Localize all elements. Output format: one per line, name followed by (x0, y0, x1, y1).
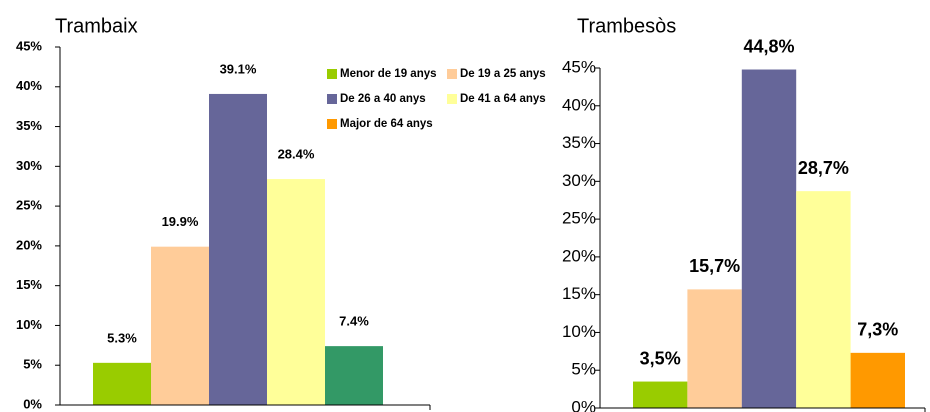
y-tick-label: 20% (16, 237, 42, 252)
y-tick-label: 45% (562, 57, 596, 76)
legend: Menor de 19 anys De 19 a 25 anys De 26 a 4… (322, 62, 557, 136)
y-tick-label: 20% (562, 246, 596, 265)
y-tick-label: 35% (562, 133, 596, 152)
y-tick-label: 15% (562, 284, 596, 303)
legend-swatch (447, 94, 457, 104)
legend-label: Menor de 19 anys (340, 68, 437, 80)
legend-label: De 26 a 40 anys (340, 93, 426, 105)
y-tick-label: 45% (16, 38, 42, 53)
bar (850, 352, 905, 408)
value-label: 19.9% (162, 214, 199, 229)
legend-swatch (327, 119, 337, 129)
bar (93, 362, 151, 405)
value-label: 7.4% (339, 314, 369, 329)
y-tick-label: 25% (16, 198, 42, 213)
chart-title: Trambaix (55, 15, 138, 37)
y-tick-label: 10% (562, 322, 596, 341)
legend-swatch (327, 94, 337, 104)
bar (267, 179, 325, 405)
y-tick-label: 40% (562, 95, 596, 114)
value-label: 44,8% (743, 36, 794, 56)
bar (209, 93, 267, 405)
value-label: 15,7% (689, 256, 740, 276)
legend-box (322, 62, 557, 136)
legend-swatch (327, 69, 337, 79)
value-label: 5.3% (107, 330, 137, 345)
legend-swatch (447, 69, 457, 79)
value-label: 28.4% (278, 146, 315, 161)
y-tick-label: 5% (23, 357, 42, 372)
legend-label: Major de 64 anys (340, 118, 433, 130)
y-tick-label: 10% (16, 317, 42, 332)
value-label: 39.1% (220, 61, 257, 76)
chart-title: Trambesòs (577, 15, 676, 37)
legend-label: De 41 a 64 anys (460, 93, 546, 105)
bar (633, 381, 688, 408)
y-tick-label: 30% (16, 158, 42, 173)
y-tick-label: 30% (562, 171, 596, 190)
y-tick-label: 0% (23, 396, 42, 411)
value-label: 3,5% (640, 348, 681, 368)
y-tick-label: 25% (562, 209, 596, 228)
legend-label: De 19 a 25 anys (460, 68, 546, 80)
bar (796, 191, 851, 408)
y-tick-label: 0% (571, 397, 596, 412)
bar (325, 346, 383, 405)
value-label: 28,7% (798, 158, 849, 178)
y-tick-label: 5% (571, 360, 596, 379)
value-label: 7,3% (857, 320, 898, 340)
bar (687, 289, 742, 408)
bar (151, 246, 209, 405)
y-tick-label: 35% (16, 118, 42, 133)
bar (741, 69, 797, 408)
y-tick-label: 40% (16, 78, 42, 93)
y-tick-label: 15% (16, 277, 42, 292)
